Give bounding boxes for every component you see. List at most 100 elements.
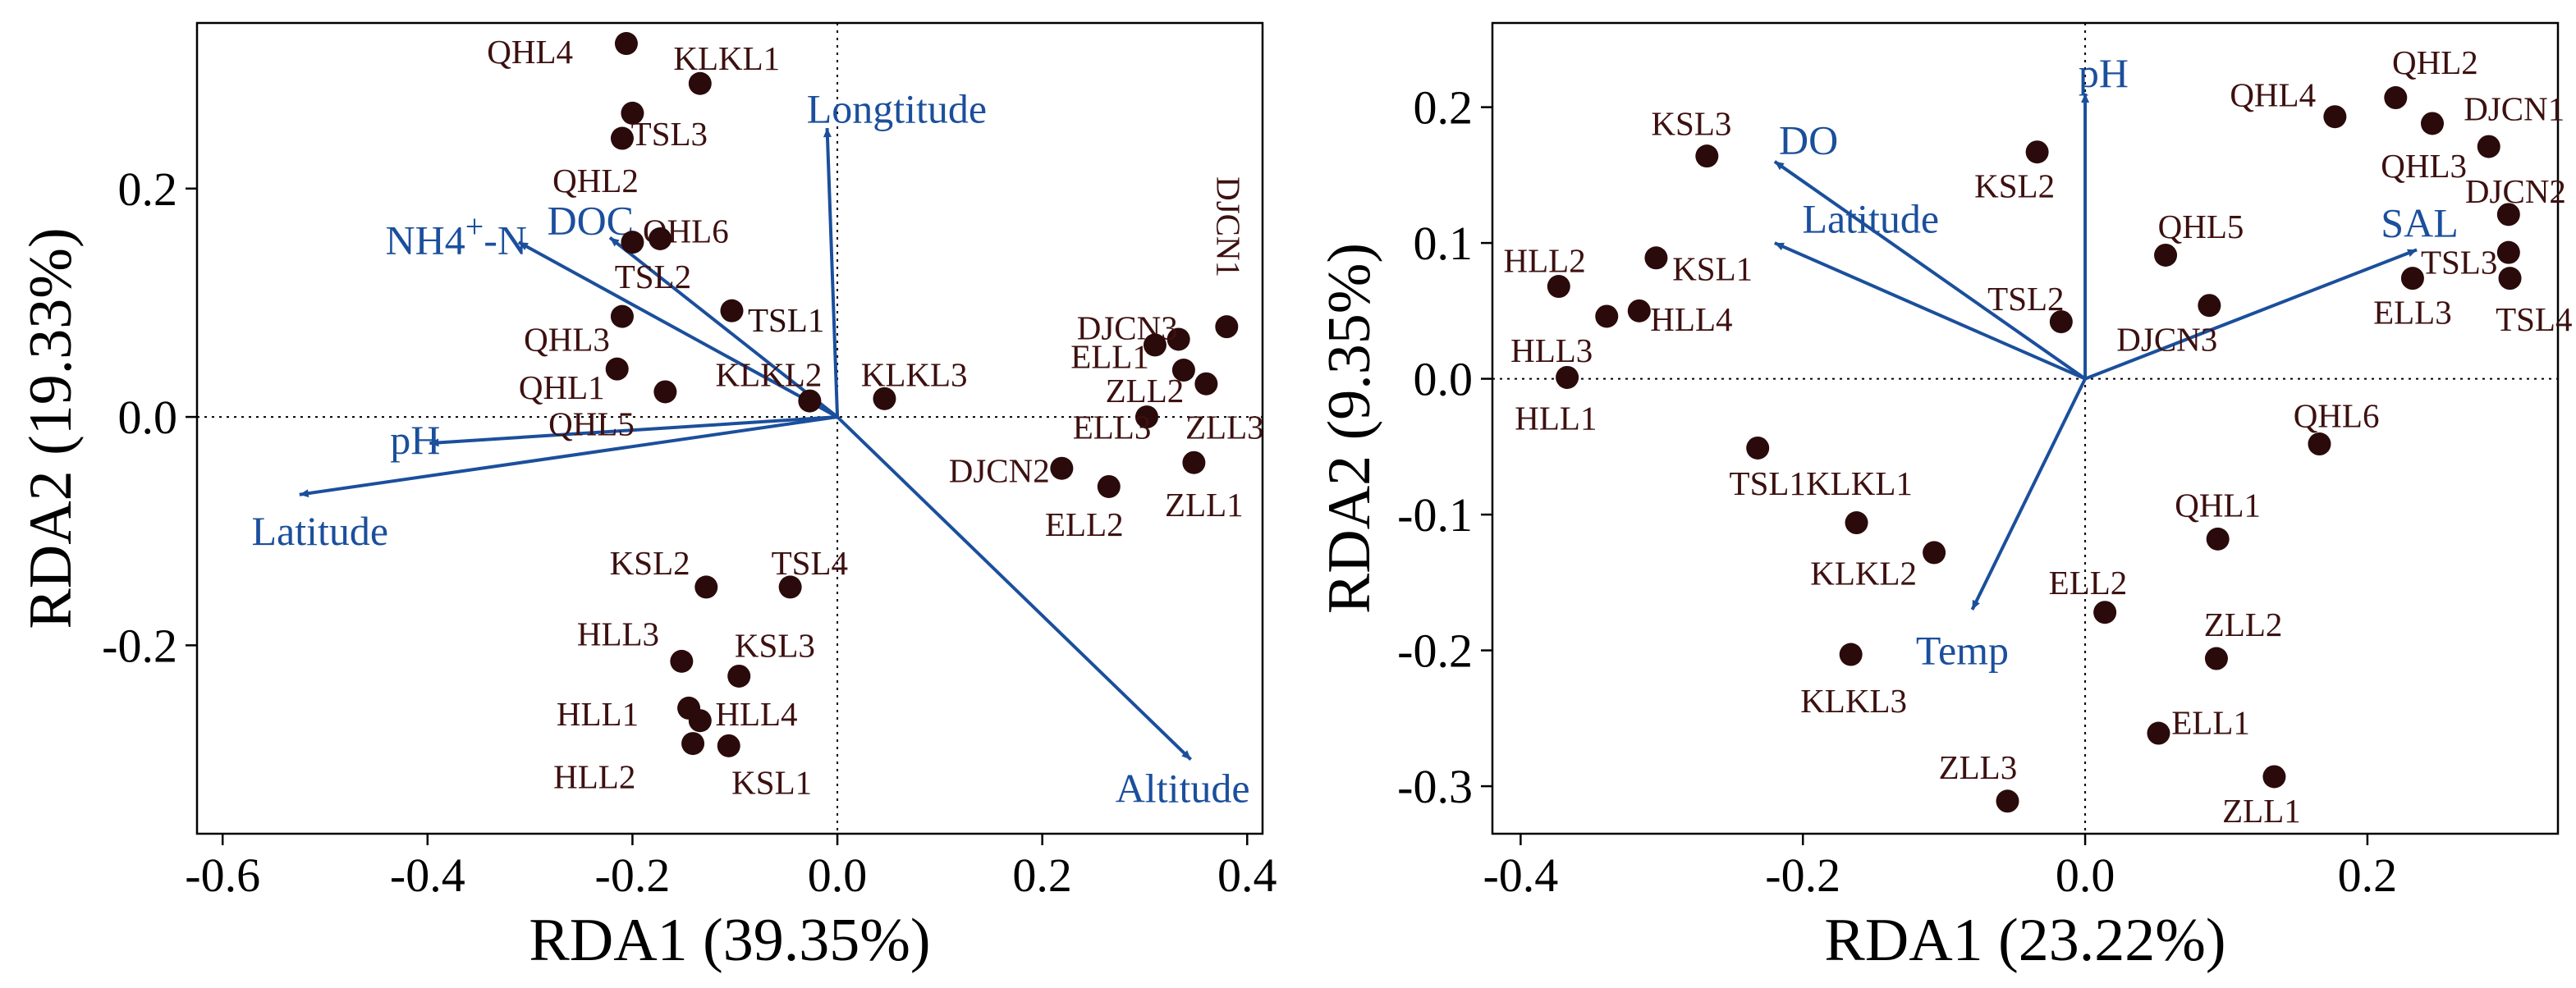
sample-point — [621, 231, 644, 254]
sample-label: HLL3 — [577, 615, 659, 652]
vector-arrowhead — [609, 237, 620, 247]
sample-point — [2093, 601, 2117, 624]
x-tick-label: 0.0 — [808, 848, 868, 902]
x-tick-label: 0.2 — [1012, 848, 1072, 902]
sample-label: TSL1 — [748, 301, 824, 339]
sample-point — [2323, 105, 2347, 129]
sample-point — [2498, 267, 2522, 290]
vector-nh4-n — [517, 240, 839, 419]
sample-point — [1627, 299, 1651, 322]
x-tick-label: -0.6 — [185, 848, 260, 902]
sample-point — [2496, 240, 2520, 264]
vector-arrowhead — [299, 489, 309, 498]
sample-label: ELL2 — [2049, 564, 2128, 601]
vector-label: Latitude — [251, 508, 388, 554]
sample-point — [1167, 327, 1190, 351]
vector-label: Latitude — [1802, 195, 1939, 241]
sample-point — [1134, 405, 1158, 429]
x-tick-label: 0.0 — [2056, 848, 2115, 902]
sample-point — [1996, 789, 2019, 813]
sample-label: QHL1 — [2175, 487, 2261, 524]
sample-point — [605, 357, 629, 381]
sample-point — [2204, 647, 2228, 670]
rda-panel-left: -0.6 -0.4 -0.2 0.0 0.2 0.4 -0.2 0.0 0.2 RDA1 (39.… — [17, 21, 1277, 974]
sample-label: DJCN1 — [2464, 89, 2565, 127]
sample-label: DJCN2 — [2465, 172, 2566, 210]
sample-point — [1839, 643, 1863, 666]
sample-point — [1547, 275, 1570, 299]
sample-label: ZLL1 — [2222, 792, 2301, 830]
vector-arrowhead — [518, 242, 529, 250]
sample-label: TSL3 — [2421, 243, 2497, 281]
sample-point — [670, 649, 694, 673]
sample-point — [2308, 432, 2331, 456]
sample-label: KLKL1 — [673, 39, 780, 77]
sample-label: TSL4 — [2496, 300, 2572, 338]
y-tick-label: 0.0 — [118, 391, 178, 444]
sample-label: KLKL1 — [1806, 464, 1913, 502]
sample-label: QHL5 — [2158, 208, 2244, 245]
y-tick-label: 0.2 — [1414, 81, 1474, 135]
sample-point — [717, 734, 740, 757]
x-tick-label: -0.2 — [595, 848, 671, 902]
x-axis-title: RDA1 (23.22%) — [1824, 907, 2225, 974]
plot-frame — [1491, 21, 2560, 835]
sample-point — [653, 380, 677, 404]
vector-label: NH4+-N — [385, 208, 527, 263]
sample-label: ZLL3 — [1939, 748, 2018, 786]
sample-point — [688, 709, 712, 733]
y-tick-label: 0.0 — [1414, 353, 1474, 406]
sample-point — [2384, 86, 2408, 110]
sample-label: ZLL2 — [1106, 372, 1185, 409]
sample-point — [1845, 511, 1868, 535]
vector-label: Altitude — [1116, 765, 1250, 811]
sample-label: HLL4 — [715, 695, 797, 733]
sample-label: KLKL2 — [716, 356, 823, 394]
sample-label: ELL3 — [1073, 409, 1152, 446]
sample-point — [1923, 541, 1946, 565]
sample-point — [681, 732, 705, 756]
sample-point — [610, 304, 634, 328]
sample-point — [1182, 451, 1206, 474]
sample-label: QHL3 — [524, 320, 610, 358]
vector-label: pH — [2079, 50, 2129, 96]
sample-label: KSL2 — [610, 544, 690, 582]
vector-arrowhead — [1181, 750, 1191, 760]
sample-label: KLKL3 — [1800, 682, 1907, 720]
sample-point — [720, 299, 744, 322]
vector-label: Temp — [1916, 628, 2009, 674]
sample-label: TSL3 — [631, 115, 708, 153]
vector-arrowhead — [823, 128, 832, 138]
sample-point — [2420, 112, 2444, 135]
vector-label: pH — [390, 417, 440, 463]
vector-arrowhead — [2081, 94, 2090, 103]
sample-label: HLL3 — [1510, 332, 1593, 369]
y-tick-label: -0.2 — [1397, 624, 1473, 678]
sample-point — [727, 664, 751, 688]
sample-label: QHL2 — [552, 162, 639, 199]
sample-label: KSL2 — [1974, 167, 2055, 205]
y-tick-label: -0.1 — [1397, 488, 1473, 542]
vector-longtitude — [825, 127, 840, 418]
y-tick-label: 0.1 — [1414, 217, 1474, 270]
sample-label: HLL4 — [1650, 300, 1732, 338]
sample-label: QHL5 — [548, 405, 635, 442]
vector-ph — [429, 415, 838, 446]
sample-label: ELL1 — [2171, 703, 2250, 741]
sample-point — [2400, 267, 2424, 290]
sample-label: TSL4 — [772, 544, 848, 582]
vector-temp — [1970, 377, 2087, 611]
vector-do — [1773, 160, 2087, 381]
vector-latitude — [299, 415, 838, 496]
vector-label: SAL — [2381, 199, 2458, 245]
sample-point — [2496, 203, 2520, 226]
plot-frame — [195, 21, 1264, 835]
sample-label: TSL1 — [1730, 464, 1806, 502]
x-tick-label: 0.2 — [2338, 848, 2398, 902]
sample-point — [1644, 246, 1668, 270]
sample-point — [1215, 315, 1239, 339]
sample-label: ELL2 — [1045, 505, 1124, 543]
sample-label: TSL2 — [615, 258, 691, 295]
sample-point — [1050, 456, 1074, 480]
vector-arrowhead — [429, 438, 439, 447]
